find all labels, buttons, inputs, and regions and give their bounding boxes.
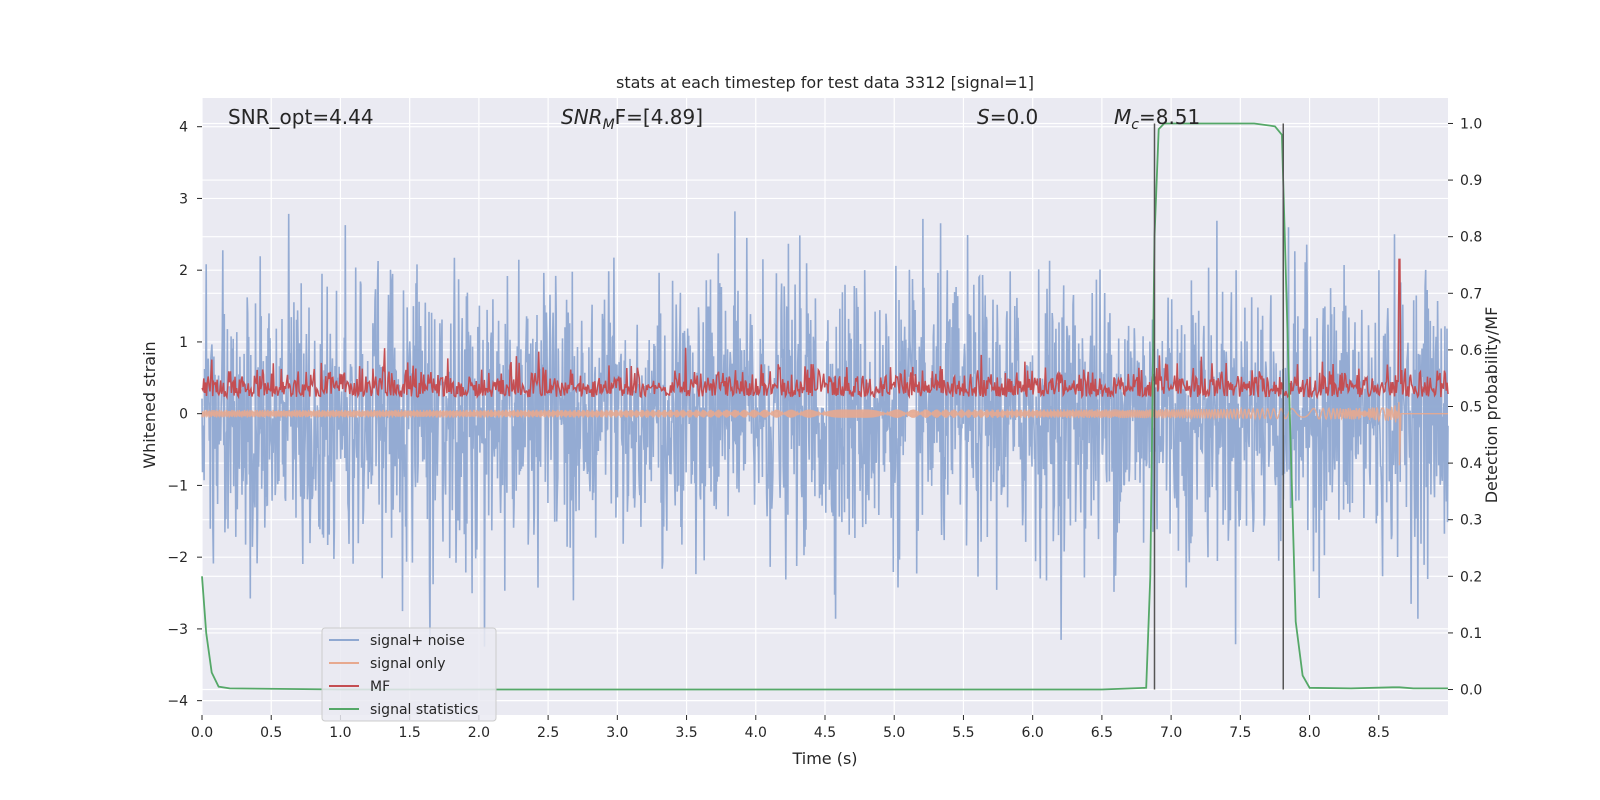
y-right-tick-label: 1.0: [1460, 116, 1482, 132]
y-tick-label: −3: [167, 622, 188, 638]
mc-value: =8.51: [1139, 105, 1200, 129]
x-tick-label: 2.5: [537, 725, 559, 741]
noise-trace: [201, 211, 1449, 647]
y-right-tick-label: 0.3: [1460, 513, 1482, 529]
x-tick-label: 0.0: [191, 725, 213, 741]
x-tick-label: 0.5: [260, 725, 282, 741]
mc-annotation: Mc=8.51: [1114, 105, 1200, 133]
snr-mf-value: F=[4.89]: [615, 105, 703, 129]
snr-mf-prefix: SNR: [561, 105, 603, 129]
chart-title: stats at each timestep for test data 331…: [616, 73, 1034, 92]
legend-frame: [321, 627, 497, 722]
y-right-tick-label: 0.7: [1460, 286, 1482, 302]
x-tick-label: 1.5: [399, 725, 421, 741]
snr-mf-annotation: SNRMF=[4.89]: [561, 105, 703, 133]
x-tick-label: 5.0: [883, 725, 905, 741]
y-right-tick-label: 0.0: [1460, 683, 1482, 699]
s-value: =0.0: [990, 105, 1039, 129]
series-mf: [201, 258, 1449, 401]
detection-markers: [1153, 123, 1285, 690]
mc-var: M: [1114, 105, 1131, 129]
x-tick-label: 4.5: [814, 725, 836, 741]
s-annotation: S=0.0: [977, 105, 1038, 129]
y-tick-label: 1: [179, 335, 188, 351]
y-right-tick-label: 0.9: [1460, 173, 1482, 189]
mf-trace: [201, 258, 1449, 401]
y-tick-label: 0: [179, 407, 188, 423]
y-axis-label: Whitened strain: [140, 341, 159, 468]
y-tick-label: −2: [167, 550, 188, 566]
signal-trace: [201, 401, 1448, 466]
x-tick-label: 7.5: [1229, 725, 1251, 741]
x-tick-label: 3.5: [675, 725, 697, 741]
x-tick-label: 6.0: [1022, 725, 1044, 741]
y-right-tick-label: 0.1: [1460, 626, 1482, 642]
x-tick-label: 2.0: [468, 725, 490, 741]
legend-label-signal-noise: signal+ noise: [370, 633, 465, 649]
x-tick-label: 1.0: [329, 725, 351, 741]
y-right-tick-label: 0.8: [1460, 230, 1482, 246]
series-signal-only: [201, 401, 1448, 466]
x-tick-label: 4.0: [745, 725, 767, 741]
x-tick-label: 7.0: [1160, 725, 1182, 741]
x-tick-label: 8.0: [1298, 725, 1320, 741]
mc-subscript: c: [1131, 117, 1139, 133]
legend-label-mf: MF: [370, 679, 390, 695]
y-right-tick-label: 0.4: [1460, 456, 1482, 472]
y-right-tick-label: 0.2: [1460, 569, 1482, 585]
y-tick-label: 4: [179, 120, 188, 136]
y-tick-label: 2: [179, 263, 188, 279]
y-axis-right-label: Detection probability/MF: [1482, 307, 1501, 504]
legend-label-signal-only: signal only: [370, 656, 445, 672]
series-signal-noise: [201, 211, 1449, 647]
x-axis-label: Time (s): [791, 749, 857, 768]
y-right-tick-label: 0.5: [1460, 400, 1482, 416]
legend: signal+ noise signal only MF signal stat…: [321, 627, 497, 722]
legend-label-signal-statistics: signal statistics: [370, 702, 478, 718]
snr-opt-annotation: SNR_opt=4.44: [228, 105, 374, 129]
signal-statistics-trace: [201, 122, 1448, 691]
x-tick-label: 8.5: [1368, 725, 1390, 741]
axes: 0.0 0.5 1.0 1.5 2.0 2.5 3.0 3.5 4.0 4.5 5.0 5.5 6.0 6…: [167, 116, 1482, 741]
y-tick-label: 3: [179, 191, 188, 207]
y-tick-label: −4: [167, 694, 188, 710]
snr-mf-subscript: M: [603, 117, 615, 133]
series-signal-statistics: [201, 122, 1448, 691]
x-tick-label: 5.5: [952, 725, 974, 741]
x-tick-label: 3.0: [606, 725, 628, 741]
x-tick-label: 6.5: [1091, 725, 1113, 741]
y-tick-label: −1: [167, 478, 188, 494]
y-right-tick-label: 0.6: [1460, 343, 1482, 359]
s-var: S: [977, 105, 990, 129]
